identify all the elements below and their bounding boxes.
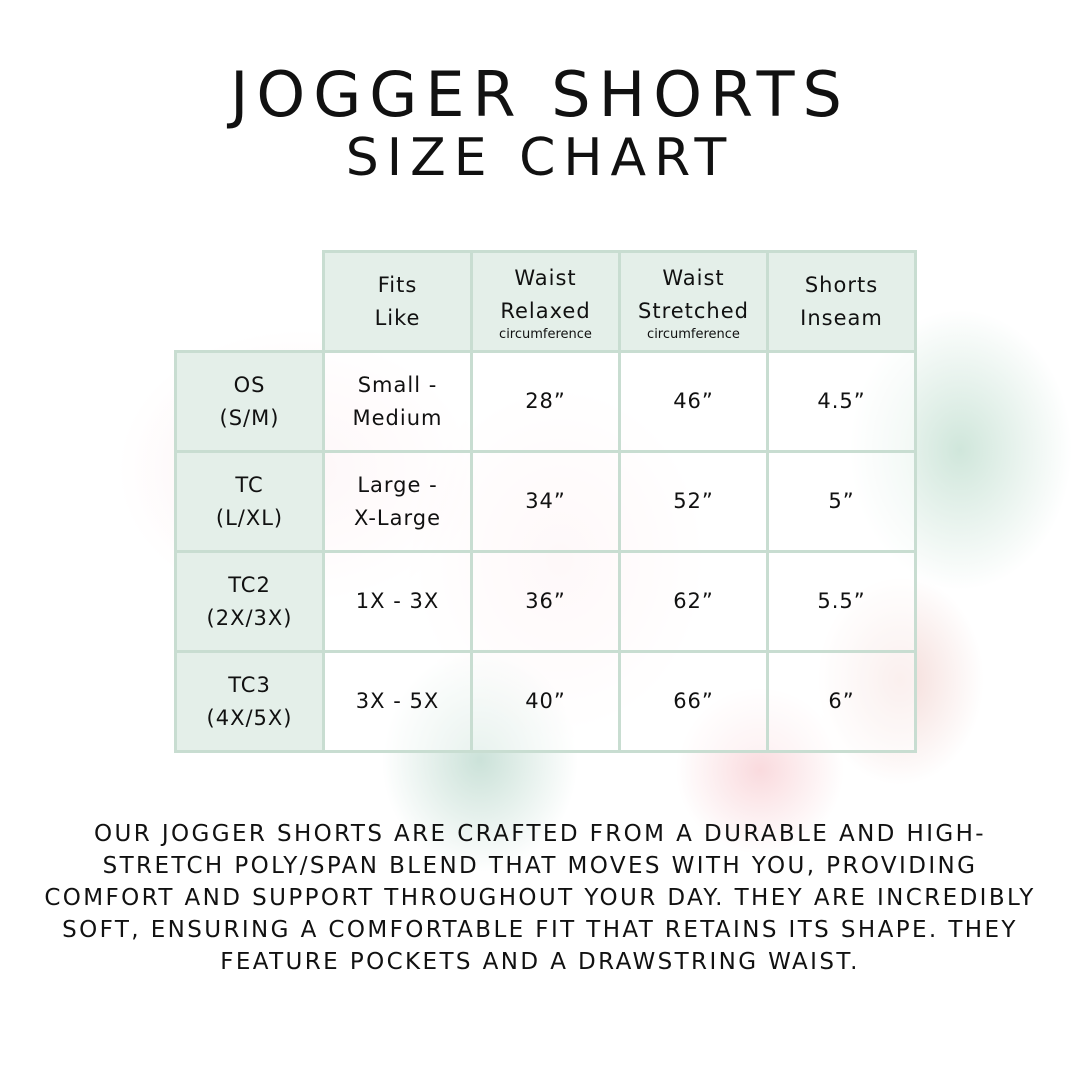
fits-cell: Small - Medium [322,350,473,453]
size-chart-table: Fits Like Waist Relaxed circumference Wai… [174,250,917,753]
inseam-cell: 5” [766,450,917,553]
page-subtitle: SIZE CHART [345,128,735,188]
size-cell: TC2 (2X/3X) [174,550,325,653]
product-description: Our jogger shorts are crafted from a dur… [44,821,1036,975]
header-fits-like: Fits Like [322,250,473,353]
header-label: Waist Stretched [638,265,749,323]
inseam-cell: 4.5” [766,350,917,453]
corner-cell [175,251,325,353]
table-row: TC (L/XL) Large - X-Large 34” 52” 5” [174,450,917,553]
relaxed-cell: 28” [470,350,621,453]
inseam-cell: 5.5” [766,550,917,653]
fits-cell: 3X - 5X [322,650,473,753]
table-row: OS (S/M) Small - Medium 28” 46” 4.5” [174,350,917,453]
relaxed-cell: 34” [470,450,621,553]
header-sublabel: circumference [647,326,740,342]
header-label: Waist Relaxed [500,265,591,323]
relaxed-cell: 36” [470,550,621,653]
stretched-cell: 46” [618,350,769,453]
size-cell: TC3 (4X/5X) [174,650,325,753]
header-row: Fits Like Waist Relaxed circumference Wai… [175,250,917,353]
stretched-cell: 66” [618,650,769,753]
inseam-cell: 6” [766,650,917,753]
header-sublabel: circumference [499,326,592,342]
stretched-cell: 52” [618,450,769,553]
header-shorts-inseam: Shorts Inseam [766,250,917,353]
header-label: Fits Like [374,272,421,330]
size-cell: OS (S/M) [174,350,325,453]
header-waist-relaxed: Waist Relaxed circumference [470,250,621,353]
page-title: JOGGER SHORTS [230,58,850,131]
stretched-cell: 62” [618,550,769,653]
fits-cell: Large - X-Large [322,450,473,553]
header-label: Shorts Inseam [800,272,883,330]
fits-cell: 1X - 3X [322,550,473,653]
relaxed-cell: 40” [470,650,621,753]
header-waist-stretched: Waist Stretched circumference [618,250,769,353]
size-cell: TC (L/XL) [174,450,325,553]
table-row: TC3 (4X/5X) 3X - 5X 40” 66” 6” [174,650,917,753]
table-row: TC2 (2X/3X) 1X - 3X 36” 62” 5.5” [174,550,917,653]
